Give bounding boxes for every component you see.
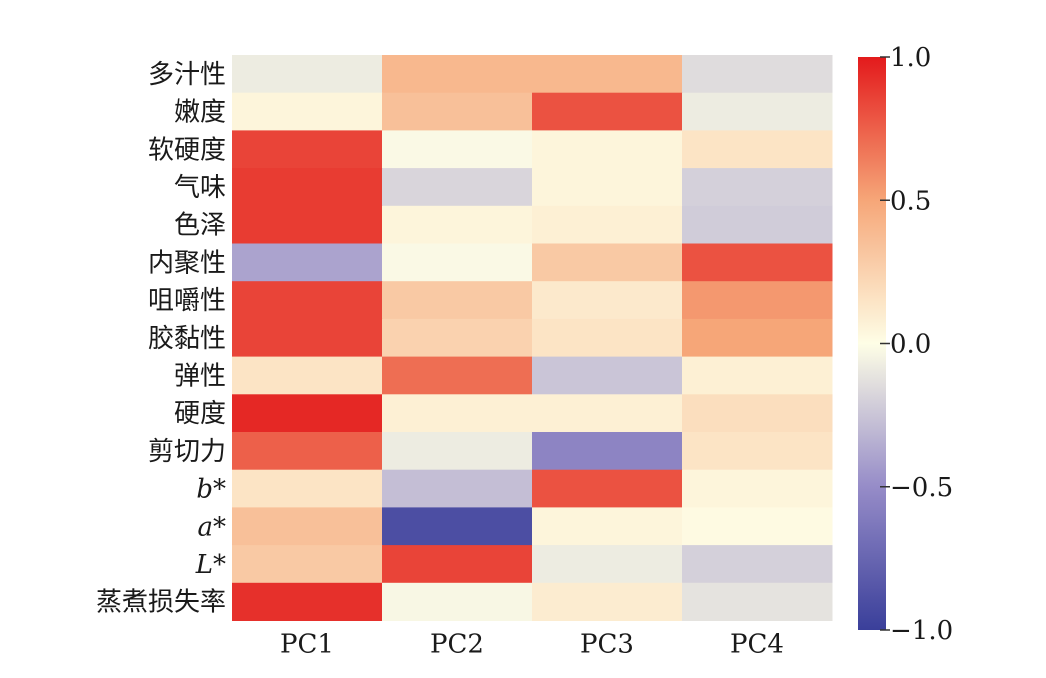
heatmap-cell	[532, 281, 683, 320]
heatmap-cell	[382, 394, 533, 433]
heatmap-cell	[232, 507, 383, 546]
heatmap-cell	[532, 55, 683, 94]
heatmap-cell	[532, 92, 683, 131]
heatmap-cell	[682, 432, 833, 471]
heatmap-cell	[532, 318, 683, 358]
colorbar: 1.0 0.5 0.0 −0.5 −1.0	[858, 43, 953, 646]
column-label: PC2	[430, 630, 484, 660]
heatmap-cell	[682, 507, 833, 546]
heatmap-cells	[232, 55, 833, 621]
column-labels: PC1 PC2 PC3 PC4	[280, 630, 784, 660]
heatmap-cell	[532, 545, 683, 584]
row-label: b*	[196, 475, 226, 505]
heatmap-cell	[232, 281, 383, 320]
colorbar-tick-label: 1.0	[890, 43, 931, 73]
heatmap-cell	[532, 432, 683, 471]
heatmap-cell	[532, 205, 683, 244]
heatmap-cell	[532, 582, 683, 621]
heatmap-cell	[532, 130, 683, 169]
heatmap-cell	[382, 432, 533, 471]
row-label: 弹性	[174, 361, 226, 391]
heatmap-cell	[382, 92, 533, 131]
heatmap-cell	[382, 507, 533, 546]
heatmap-cell	[382, 356, 533, 395]
heatmap-cell	[682, 205, 833, 244]
heatmap-cell	[532, 469, 683, 508]
row-label: 软硬度	[148, 135, 226, 165]
heatmap-cell	[532, 168, 683, 207]
colorbar-tick-label: −1.0	[890, 616, 953, 646]
heatmap-cell	[232, 205, 383, 244]
heatmap-cell	[232, 545, 383, 584]
row-label: 剪切力	[148, 437, 226, 467]
heatmap-cell	[682, 168, 833, 207]
heatmap-cell	[232, 582, 383, 621]
heatmap-cell	[382, 545, 533, 584]
row-label: 内聚性	[148, 248, 226, 278]
heatmap-cell	[382, 281, 533, 320]
heatmap-cell	[232, 92, 383, 131]
heatmap-cell	[232, 356, 383, 395]
heatmap-cell	[382, 168, 533, 207]
column-label: PC1	[280, 630, 334, 660]
heatmap-cell	[232, 168, 383, 207]
row-label: 气味	[174, 173, 226, 203]
heatmap-cell	[382, 469, 533, 508]
heatmap-cell	[682, 92, 833, 131]
heatmap-cell	[232, 55, 383, 94]
heatmap-cell	[682, 243, 833, 282]
row-label: a*	[197, 512, 226, 542]
heatmap-cell	[682, 130, 833, 169]
heatmap-cell	[682, 394, 833, 433]
heatmap-cell	[232, 318, 383, 358]
heatmap-cell	[382, 318, 533, 358]
heatmap-cell	[682, 545, 833, 584]
colorbar-tick-label: 0.5	[890, 186, 931, 216]
column-label: PC3	[580, 630, 634, 660]
heatmap-cell	[532, 394, 683, 433]
heatmap-cell	[382, 243, 533, 282]
heatmap-cell	[532, 507, 683, 546]
heatmap-cell	[382, 55, 533, 94]
row-label: 嫩度	[174, 98, 226, 128]
heatmap-cell	[682, 281, 833, 320]
row-label: L*	[195, 550, 226, 580]
heatmap-cell	[682, 469, 833, 508]
row-label: 蒸煮损失率	[96, 588, 226, 618]
row-label: 多汁性	[148, 60, 226, 90]
heatmap-cell	[682, 55, 833, 94]
heatmap-cell	[682, 582, 833, 621]
colorbar-tick-label: −0.5	[890, 473, 953, 503]
heatmap-cell	[382, 582, 533, 621]
colorbar-tick-label: 0.0	[890, 330, 931, 360]
row-label: 色泽	[174, 211, 226, 241]
heatmap-cell	[232, 394, 383, 433]
heatmap-cell	[382, 205, 533, 244]
heatmap-cell	[532, 243, 683, 282]
row-label: 胶黏性	[148, 324, 226, 354]
heatmap-cell	[382, 130, 533, 169]
column-label: PC4	[730, 630, 784, 660]
heatmap-cell	[232, 432, 383, 471]
heatmap-cell	[682, 318, 833, 358]
heatmap-cell	[682, 356, 833, 395]
row-label: 硬度	[174, 399, 226, 429]
heatmap-cell	[532, 356, 683, 395]
heatmap-cell	[232, 130, 383, 169]
heatmap-cell	[232, 243, 383, 282]
row-label: 咀嚼性	[148, 286, 226, 316]
heatmap-cell	[232, 469, 383, 508]
